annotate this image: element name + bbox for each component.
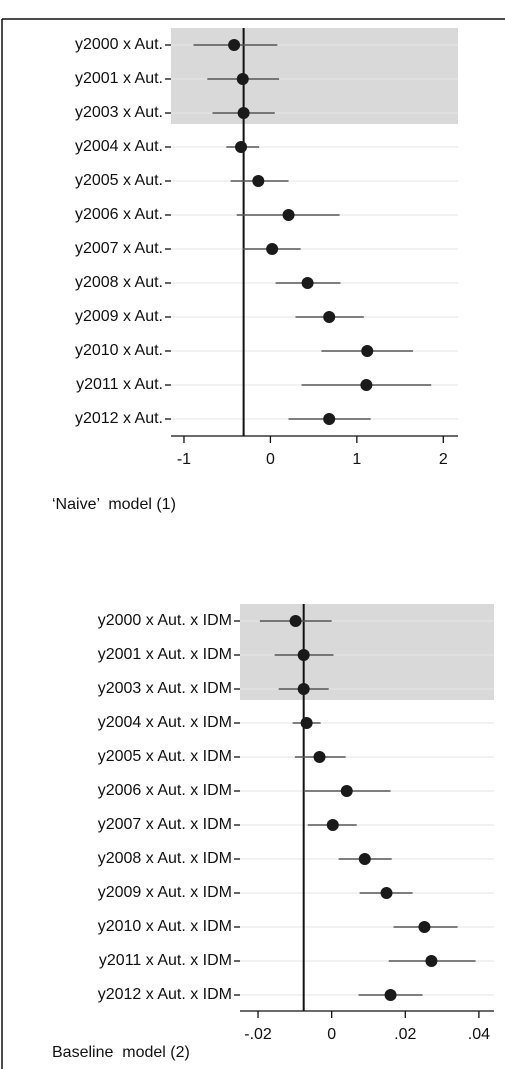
point-estimate [235, 141, 248, 153]
shaded-region [240, 604, 494, 700]
y-tick-label: y2000 x Aut. [75, 36, 163, 53]
point-estimate [228, 39, 241, 51]
point-estimate [237, 107, 250, 119]
y-tick-label: y2007 x Aut. [75, 240, 163, 257]
y-tick-label: y2011 x Aut. x IDM [99, 952, 232, 969]
caption: Baseline model (2) [52, 1044, 190, 1061]
y-tick-label: y2000 x Aut. x IDM [98, 612, 232, 629]
point-estimate [361, 345, 374, 357]
point-estimate [358, 853, 371, 865]
y-tick-label: y2005 x Aut. [75, 172, 163, 189]
point-estimate [300, 717, 313, 729]
point-estimate [313, 751, 326, 763]
shaded-region [171, 28, 458, 124]
y-tick-label: y2006 x Aut. x IDM [98, 782, 232, 799]
y-tick-label: y2005 x Aut. x IDM [98, 748, 232, 765]
y-tick-label: y2008 x Aut. x IDM [98, 850, 232, 867]
point-estimate [297, 649, 310, 661]
point-estimate [326, 819, 339, 831]
point-estimate [252, 175, 265, 187]
x-tick-label: 0 [327, 1026, 336, 1043]
x-tick-label: .04 [468, 1026, 490, 1043]
x-tick-label: -.02 [244, 1026, 272, 1043]
point-estimate [289, 615, 302, 627]
y-tick-label: y2012 x Aut. x IDM [98, 986, 232, 1003]
point-estimate [282, 209, 295, 221]
x-tick-label: .02 [394, 1026, 416, 1043]
y-tick-label: y2011 x Aut. [76, 376, 163, 393]
x-tick-label: 1 [352, 451, 361, 468]
point-estimate [425, 955, 438, 967]
point-estimate [301, 277, 314, 289]
point-estimate [323, 311, 336, 323]
y-tick-label: y2001 x Aut. x IDM [98, 646, 232, 663]
x-tick-label: -1 [177, 451, 191, 468]
point-estimate [266, 243, 279, 255]
point-estimate [297, 683, 310, 695]
y-tick-label: y2003 x Aut. [75, 104, 163, 121]
y-tick-label: y2009 x Aut. [75, 308, 163, 325]
y-tick-label: y2004 x Aut. [75, 138, 163, 155]
point-estimate [236, 73, 249, 85]
y-tick-label: y2004 x Aut. x IDM [98, 714, 232, 731]
x-tick-label: 2 [439, 451, 448, 468]
y-tick-label: y2009 x Aut. x IDM [98, 884, 232, 901]
y-tick-label: y2003 x Aut. x IDM [98, 680, 232, 697]
y-tick-label: y2001 x Aut. [75, 70, 163, 87]
point-estimate [323, 413, 336, 425]
y-tick-label: y2010 x Aut. [75, 342, 163, 359]
point-estimate [380, 887, 393, 899]
y-tick-label: y2010 x Aut. x IDM [98, 918, 232, 935]
y-tick-label: y2008 x Aut. [75, 274, 163, 291]
x-tick-label: 0 [266, 451, 275, 468]
point-estimate [340, 785, 353, 797]
caption: ‘Naive’ model (1) [52, 496, 176, 513]
point-estimate [360, 379, 373, 391]
y-tick-label: y2006 x Aut. [75, 206, 163, 223]
y-tick-label: y2012 x Aut. [75, 410, 163, 427]
point-estimate [384, 989, 397, 1001]
point-estimate [418, 921, 431, 933]
y-tick-label: y2007 x Aut. x IDM [98, 816, 232, 833]
